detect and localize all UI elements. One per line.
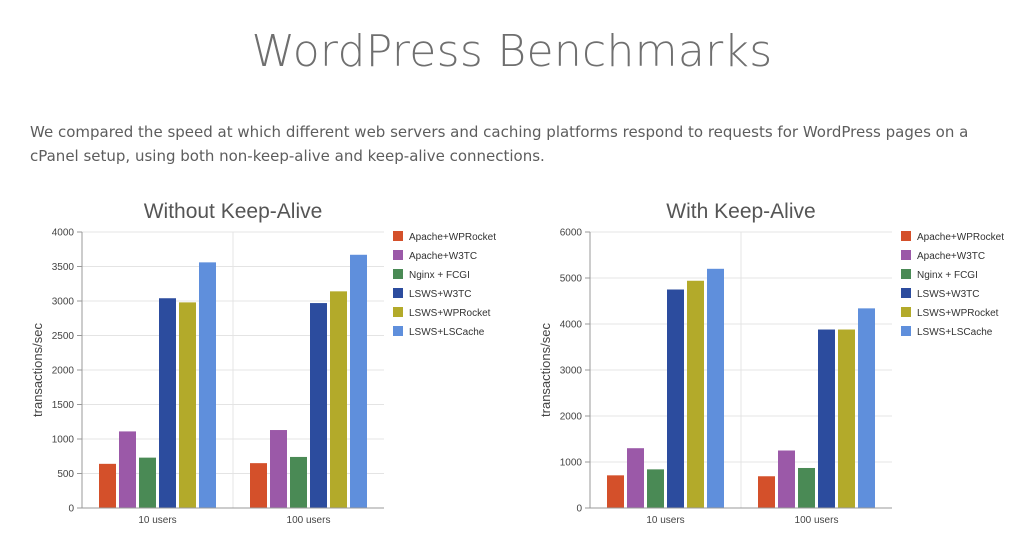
legend-label: LSWS+LSCache	[409, 327, 485, 338]
bar	[350, 254, 367, 508]
bar	[707, 268, 724, 508]
legend-swatch	[393, 250, 403, 260]
y-tick-label: 2500	[52, 331, 75, 342]
legend-swatch	[901, 250, 911, 260]
y-tick-label: 4000	[560, 320, 583, 331]
bar	[179, 302, 196, 508]
y-tick-label: 3500	[52, 262, 75, 273]
legend-label: LSWS+W3TC	[917, 289, 980, 300]
y-tick-label: 6000	[560, 228, 583, 239]
chart-without-keep-alive: Without Keep-Alive transactions/sec 0 500 10…	[10, 190, 510, 530]
y-tick-label: 1000	[560, 458, 583, 469]
bar	[199, 262, 216, 508]
legend-swatch	[901, 231, 911, 241]
y-tick-label: 1000	[52, 435, 75, 446]
y-tick-label: 2000	[52, 366, 75, 377]
bar	[119, 431, 136, 508]
legend-swatch	[901, 269, 911, 279]
bar	[627, 448, 644, 508]
bar	[667, 289, 684, 508]
bar	[778, 450, 795, 508]
bar	[310, 303, 327, 508]
y-axis-label: transactions/sec	[538, 323, 553, 417]
legend-label: Apache+W3TC	[409, 251, 477, 262]
bar	[687, 280, 704, 508]
bar	[99, 463, 116, 508]
bar	[858, 308, 875, 508]
bar	[330, 291, 347, 508]
y-tick-label: 0	[68, 504, 74, 515]
y-tick-label: 500	[57, 469, 74, 480]
legend-label: LSWS+LSCache	[917, 327, 993, 338]
bar	[607, 475, 624, 508]
legend-label: LSWS+W3TC	[409, 289, 472, 300]
y-tick-label: 5000	[560, 274, 583, 285]
legend-label: Apache+W3TC	[917, 251, 985, 262]
bar	[290, 456, 307, 508]
legend-swatch	[393, 269, 403, 279]
legend-label: Apache+WPRocket	[917, 232, 1004, 243]
chart-title: Without Keep-Alive	[144, 200, 323, 223]
legend-label: Nginx + FCGI	[409, 270, 470, 281]
y-tick-label: 0	[576, 504, 582, 515]
x-tick-label: 100 users	[795, 515, 839, 526]
legend-label: Nginx + FCGI	[917, 270, 978, 281]
y-axis-label: transactions/sec	[30, 323, 45, 417]
legend-swatch	[901, 326, 911, 336]
x-tick-label: 10 users	[646, 515, 684, 526]
chart-with-keep-alive: With Keep-Alive transactions/sec 0 1000 2000…	[518, 190, 1018, 530]
bar	[139, 457, 156, 508]
legend-label: LSWS+WPRocket	[409, 308, 491, 319]
chart-title: With Keep-Alive	[666, 200, 815, 223]
y-tick-label: 3000	[52, 297, 75, 308]
legend-swatch	[393, 288, 403, 298]
bar	[798, 467, 815, 508]
legend-swatch	[393, 231, 403, 241]
legend-swatch	[901, 288, 911, 298]
bar	[838, 329, 855, 508]
bar	[159, 298, 176, 508]
bar	[818, 329, 835, 508]
y-tick-label: 1500	[52, 400, 75, 411]
legend-swatch	[393, 307, 403, 317]
legend-swatch	[901, 307, 911, 317]
y-tick-label: 4000	[52, 228, 75, 239]
legend-swatch	[393, 326, 403, 336]
chart-svg: With Keep-Alive transactions/sec 0 1000 2000…	[538, 200, 1004, 526]
chart-svg: Without Keep-Alive transactions/sec 0 500 10…	[30, 200, 496, 526]
x-tick-label: 10 users	[138, 515, 176, 526]
x-tick-label: 100 users	[287, 515, 331, 526]
y-tick-label: 2000	[560, 412, 583, 423]
legend-label: LSWS+WPRocket	[917, 308, 999, 319]
bar	[647, 469, 664, 508]
intro-paragraph: We compared the speed at which different…	[30, 123, 969, 165]
bar	[270, 430, 287, 508]
bar	[758, 476, 775, 508]
y-tick-label: 3000	[560, 366, 583, 377]
bar	[250, 463, 267, 508]
page-title: WordPress Benchmarks	[251, 26, 773, 77]
legend-label: Apache+WPRocket	[409, 232, 496, 243]
